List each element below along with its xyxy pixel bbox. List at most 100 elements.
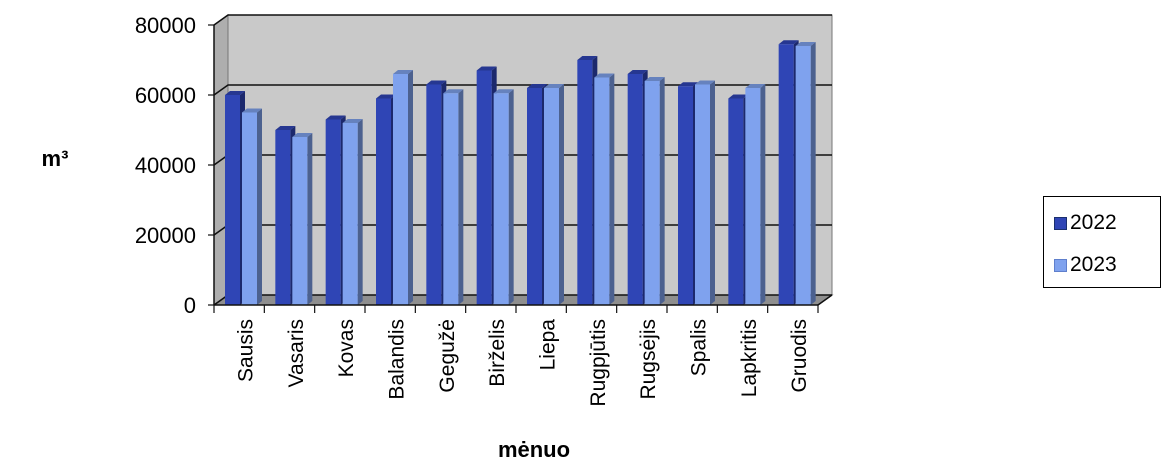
bar-front	[527, 88, 542, 305]
bar-top	[292, 133, 313, 137]
x-tick-label: Lapkritis	[738, 319, 761, 397]
bar-2023-gruodis	[795, 42, 816, 305]
legend-label-2023: 2023	[1070, 253, 1117, 276]
bar-2023-lapkritis	[745, 84, 766, 305]
y-tick-label: 40000	[135, 153, 196, 178]
bar-top	[275, 126, 296, 130]
bar-side	[408, 70, 413, 305]
bar-2023-rugpjūtis	[594, 73, 615, 305]
bar-top	[695, 80, 715, 85]
bar-front	[577, 60, 593, 305]
bar-front	[627, 74, 643, 305]
bar-top	[644, 77, 665, 81]
x-tick-label: Balandis	[386, 319, 409, 400]
bar-side	[559, 84, 564, 305]
bar-front	[325, 119, 341, 305]
legend-item-2022: 2022	[1054, 211, 1117, 235]
bar-side	[357, 119, 363, 305]
legend-label-2022: 2022	[1070, 211, 1117, 234]
bar-side	[458, 89, 464, 305]
y-tick-label: 80000	[135, 13, 196, 38]
bar-front	[342, 123, 358, 305]
bars	[225, 40, 816, 305]
x-axis-title: mėnuo	[498, 437, 570, 462]
legend-item-2023: 2023	[1054, 253, 1117, 277]
bar-top	[242, 108, 262, 113]
y-tick-label: 20000	[135, 223, 196, 248]
bar-2023-liepa	[544, 84, 564, 305]
bar-2023-kovas	[342, 119, 363, 305]
x-tick-label: Birželis	[486, 319, 509, 387]
bar-top	[443, 89, 464, 94]
bar-front	[376, 98, 391, 305]
bar-front	[795, 46, 811, 305]
bar-front	[678, 86, 693, 305]
bar-top	[342, 119, 363, 123]
bar-top	[577, 56, 598, 60]
bar-front	[292, 137, 308, 305]
x-tick-label: Vasaris	[285, 319, 308, 387]
bar-2023-gegužė	[443, 89, 464, 305]
bar-side	[710, 80, 715, 305]
x-tick-label: Sausis	[235, 319, 258, 382]
x-tick-label: Rugpjūtis	[587, 319, 610, 407]
bar-front	[426, 84, 442, 305]
bar-side	[609, 73, 615, 305]
x-axis-depth	[817, 294, 833, 306]
x-tick-label: Spalis	[688, 319, 711, 376]
bar-front	[544, 88, 559, 305]
x-tick-label: Kovas	[335, 319, 358, 377]
bar-front	[745, 88, 761, 305]
x-tick-label: Gruodis	[788, 319, 811, 393]
bar-front	[728, 98, 744, 305]
x-tick-label: Gegužė	[436, 319, 459, 393]
y-tick-label: 60000	[135, 83, 196, 108]
bar-top	[376, 94, 396, 99]
bar-2023-vasaris	[292, 133, 313, 305]
bar-2023-birželis	[493, 89, 514, 305]
bar-front	[476, 70, 492, 305]
bar-front	[393, 74, 408, 305]
bar-top	[493, 89, 514, 94]
bar-top	[594, 73, 615, 78]
legend: 2022 2023	[1043, 196, 1161, 288]
bar-top	[728, 94, 749, 99]
bar-top	[795, 42, 816, 46]
bar-side	[760, 84, 766, 305]
x-tick-label: Liepa	[537, 319, 560, 371]
bar-2023-balandis	[393, 70, 413, 305]
bar-top	[778, 40, 799, 45]
y-tick-label: 0	[184, 293, 196, 318]
legend-swatch-2023	[1054, 258, 1067, 272]
bar-top	[225, 91, 245, 95]
gridline	[213, 14, 832, 26]
bar-side	[508, 89, 514, 305]
y-tick-labels: 0 20000 40000 60000 80000	[135, 13, 214, 318]
bar-2023-rugsėjis	[644, 77, 665, 305]
y-axis-title: m³	[42, 146, 69, 171]
bar-side	[659, 77, 665, 305]
bar-top	[527, 84, 547, 88]
bar-top	[393, 70, 413, 74]
x-tick-labels: Sausis Vasaris Kovas Balandis Gegužė Birželis…	[213, 305, 819, 407]
bar-top	[426, 80, 447, 85]
bar-top	[544, 84, 564, 88]
bar-side	[307, 133, 313, 305]
bar-front	[644, 81, 660, 305]
legend-swatch-2022	[1054, 216, 1067, 230]
bar-2023-spalis	[695, 80, 715, 305]
bar-side	[257, 108, 262, 305]
bar-front	[242, 112, 257, 305]
x-tick-label: Rugsėjis	[637, 319, 660, 400]
bar-top	[745, 84, 766, 88]
bar-top	[678, 82, 698, 87]
bar-front	[594, 77, 610, 305]
bar-front	[275, 130, 291, 305]
bar-front	[695, 84, 710, 305]
bar-2023-sausis	[242, 108, 262, 305]
bar-top	[476, 66, 497, 71]
bar-front	[443, 93, 459, 305]
bar-front	[225, 95, 240, 305]
bar-top	[627, 70, 648, 74]
